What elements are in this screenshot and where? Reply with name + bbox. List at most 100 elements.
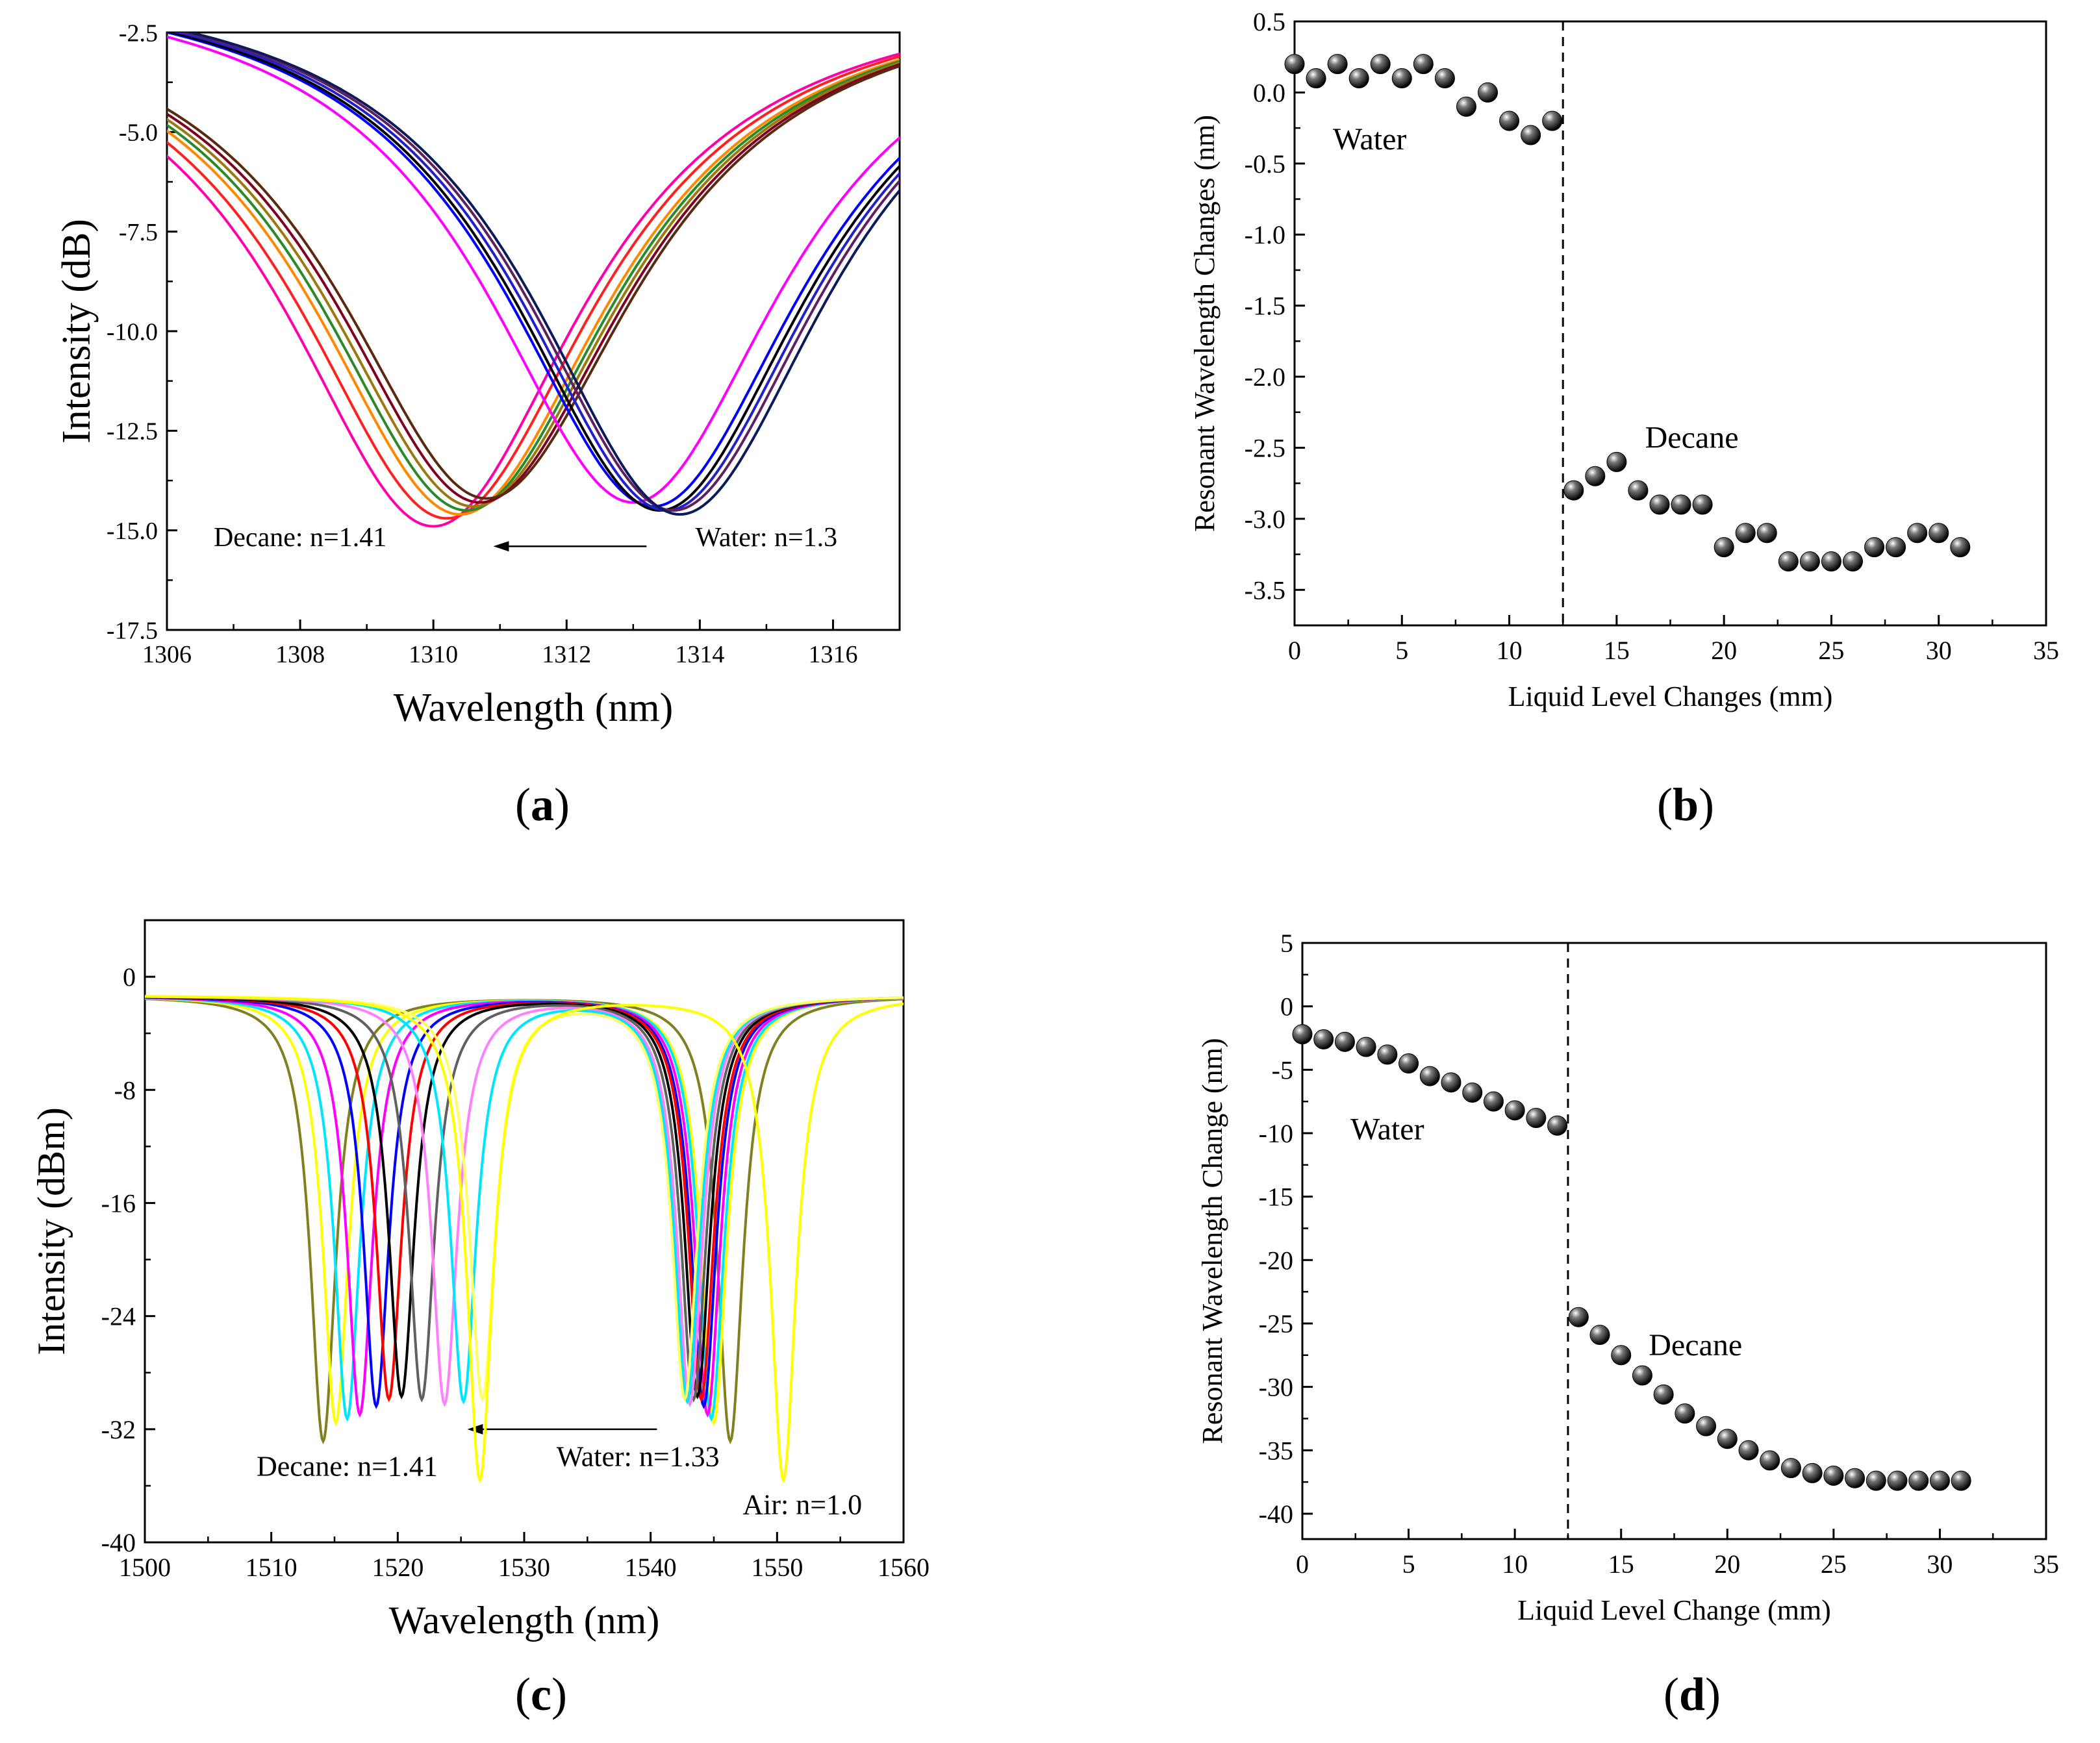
y-tick-label: -35 <box>1259 1436 1293 1465</box>
data-point <box>1714 537 1734 558</box>
panel-label-d-letter: d <box>1678 1668 1706 1720</box>
y-tick-label: -2.0 <box>1245 362 1285 392</box>
data-point <box>1649 494 1670 515</box>
x-tick-label: 1560 <box>878 1553 930 1582</box>
data-point <box>1292 1024 1313 1045</box>
data-point <box>1589 1325 1610 1346</box>
y-tick-label: -0.5 <box>1245 149 1285 179</box>
data-point <box>1802 1462 1823 1483</box>
y-axis-title: Resonant Wavelength Change (nm) <box>1196 1038 1228 1444</box>
y-tick-label: 0.5 <box>1253 7 1285 36</box>
data-point <box>1845 1468 1866 1488</box>
data-point <box>1675 1403 1695 1424</box>
x-tick-label: 1550 <box>751 1553 803 1582</box>
data-point <box>1606 451 1627 472</box>
data-point <box>1866 1470 1886 1491</box>
y-tick-label: -40 <box>101 1528 136 1557</box>
x-tick-label: 30 <box>1926 636 1952 665</box>
data-point <box>1780 1458 1801 1479</box>
y-tick-label: -5.0 <box>119 119 158 147</box>
x-tick-label: 35 <box>2033 1549 2059 1579</box>
data-point <box>1628 480 1649 501</box>
panel-label-b: (b) <box>1657 779 1715 831</box>
x-tick-label: 25 <box>1821 1549 1847 1579</box>
y-tick-label: -17.5 <box>107 617 158 644</box>
annotation: Water <box>1350 1112 1424 1147</box>
y-tick-label: -24 <box>101 1302 136 1331</box>
data-point <box>1735 523 1756 544</box>
data-point <box>1483 1091 1504 1112</box>
spectrum-curve <box>145 997 904 1426</box>
annotation: Water: n=1.3 <box>696 523 838 553</box>
y-tick-label: -3.5 <box>1245 575 1285 605</box>
y-axis-title: Intensity (dB) <box>55 219 99 444</box>
x-tick-label: 35 <box>2033 636 2059 665</box>
spectrum-water <box>167 32 900 508</box>
data-point <box>1717 1429 1738 1449</box>
x-tick-label: 30 <box>1927 1549 1953 1579</box>
data-point <box>1413 54 1434 75</box>
x-axis-title: Liquid Level Change (mm) <box>1517 1594 1831 1626</box>
data-point <box>1632 1365 1652 1386</box>
spectrum-decane <box>167 58 900 516</box>
y-axis-title: Intensity (dBm) <box>30 1107 73 1355</box>
x-tick-label: 1314 <box>675 641 724 668</box>
y-tick-label: -5 <box>1272 1055 1293 1085</box>
y-tick-label: -3.0 <box>1245 505 1285 534</box>
y-tick-label: -15.0 <box>107 518 158 545</box>
data-point <box>1284 54 1305 75</box>
data-point <box>1738 1440 1759 1461</box>
data-point <box>1907 523 1928 544</box>
panel-c: 1500 1510 1520 1530 1540 1550 1560 0 -8 -16 -24 -32… <box>30 919 930 1642</box>
panel-label-c: (c) <box>515 1668 567 1720</box>
y-tick-label: -10.0 <box>107 318 158 345</box>
shift-arrow-head <box>493 541 509 552</box>
data-point <box>1306 68 1326 89</box>
spectrum-water <box>184 32 900 516</box>
x-tick-label: 10 <box>1497 636 1523 665</box>
y-axis-title: Resonant Wavelength Changes (nm) <box>1189 115 1221 532</box>
curve-group <box>167 32 900 528</box>
spectrum-decane <box>167 60 900 512</box>
x-axis-title: Wavelength (nm) <box>394 686 674 730</box>
data-point <box>1778 551 1799 572</box>
y-tick-label: -32 <box>101 1415 136 1444</box>
data-point <box>1419 1066 1440 1086</box>
x-tick-label: 5 <box>1402 1549 1415 1579</box>
data-point <box>1696 1416 1717 1436</box>
y-tick-label: -25 <box>1259 1309 1293 1338</box>
y-tick-label: -7.5 <box>119 219 158 246</box>
data-point <box>1653 1384 1674 1405</box>
annotation: Decane: n=1.41 <box>257 1451 438 1483</box>
panel-a: 1306 1308 1310 1312 1314 1316 -2.5 -5.0 -7.5 -10.… <box>55 19 901 730</box>
data-point <box>1478 82 1499 103</box>
data-point <box>1370 54 1391 75</box>
x-tick-label: 1530 <box>498 1553 550 1582</box>
data-point <box>1434 68 1455 89</box>
y-tick-label: -15 <box>1259 1183 1293 1212</box>
curve-group <box>145 995 904 1484</box>
spectrum-curve <box>145 996 904 1418</box>
y-tick-label: -1.0 <box>1245 220 1285 249</box>
y-tick-label: -20 <box>1259 1246 1293 1275</box>
data-point <box>1887 1470 1908 1491</box>
data-point <box>1760 1450 1780 1471</box>
x-tick-label: 1540 <box>625 1553 677 1582</box>
x-tick-label: 20 <box>1711 636 1737 665</box>
data-point <box>1929 523 1949 544</box>
data-point <box>1456 96 1476 117</box>
spectrum-water <box>167 35 900 504</box>
data-point <box>1864 537 1885 558</box>
spectrum-water <box>167 32 900 512</box>
plot-frame <box>1301 942 2047 1540</box>
y-tick-label: -40 <box>1259 1499 1293 1529</box>
data-point <box>1391 68 1412 89</box>
spectrum-decane <box>167 61 900 508</box>
x-tick-label: 1316 <box>808 641 857 668</box>
y-tick-label: -10 <box>1259 1119 1293 1148</box>
x-tick-label: 15 <box>1608 1549 1634 1579</box>
x-tick-label: 5 <box>1395 636 1408 665</box>
data-point <box>1547 1115 1568 1136</box>
spectrum-water <box>180 32 900 512</box>
